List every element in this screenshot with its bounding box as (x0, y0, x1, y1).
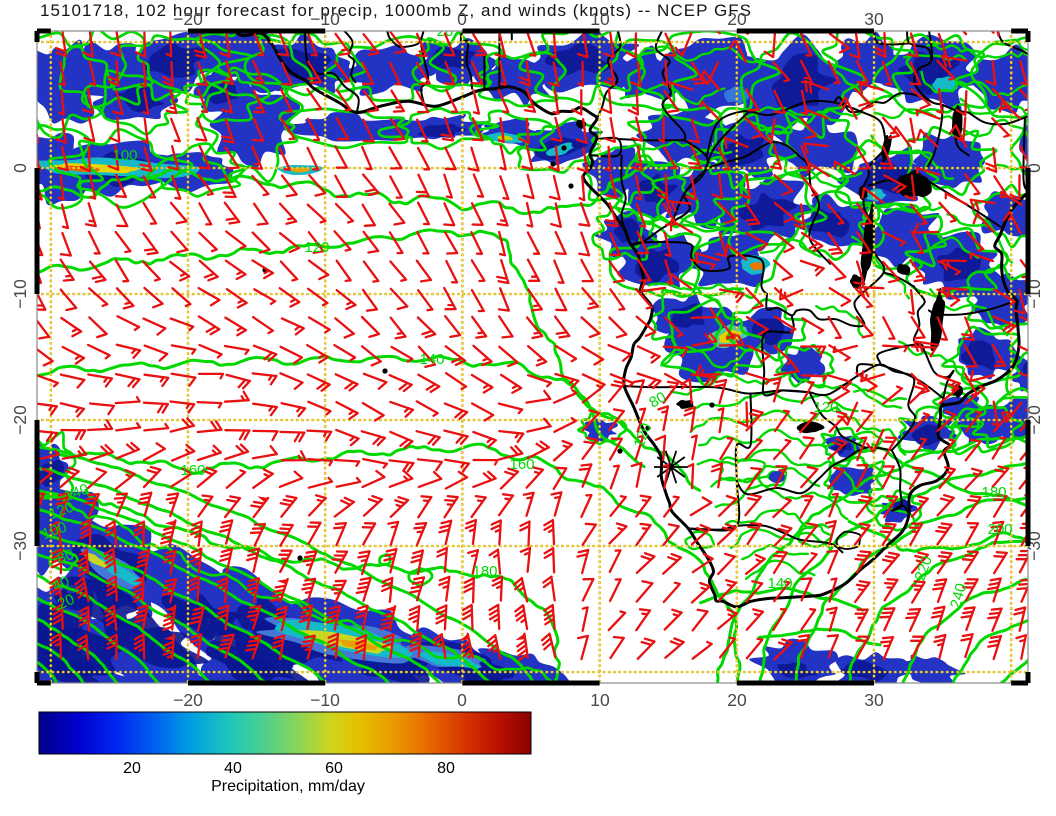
svg-text:180: 180 (981, 484, 1006, 501)
svg-text:10: 10 (590, 690, 610, 710)
svg-text:80: 80 (55, 546, 76, 568)
svg-text:80: 80 (646, 389, 669, 412)
svg-text:140: 140 (419, 351, 444, 368)
svg-text:80: 80 (437, 760, 455, 777)
svg-text:140: 140 (767, 575, 792, 592)
svg-text:−10: −10 (310, 690, 340, 710)
svg-text:−20: −20 (173, 9, 203, 29)
svg-text:−10: −10 (10, 279, 30, 309)
svg-text:20: 20 (55, 591, 77, 613)
svg-text:10: 10 (590, 9, 610, 29)
svg-text:30: 30 (864, 690, 884, 710)
svg-text:100: 100 (112, 147, 137, 164)
svg-text:20: 20 (437, 23, 454, 40)
svg-text:240: 240 (947, 582, 970, 611)
svg-text:30: 30 (864, 9, 884, 29)
svg-text:160: 160 (180, 462, 205, 479)
svg-text:−10: −10 (310, 9, 340, 29)
svg-text:20: 20 (727, 9, 747, 29)
svg-text:160: 160 (509, 456, 534, 473)
svg-text:20: 20 (727, 690, 747, 710)
svg-text:20: 20 (123, 760, 141, 777)
svg-text:120: 120 (813, 399, 838, 416)
svg-text:0: 0 (1024, 163, 1044, 173)
svg-text:180: 180 (472, 563, 497, 580)
svg-text:0: 0 (10, 163, 30, 173)
svg-text:60: 60 (325, 760, 343, 777)
svg-text:120: 120 (304, 239, 329, 256)
svg-text:Precipitation, mm/day: Precipitation, mm/day (211, 778, 365, 795)
svg-text:0: 0 (457, 690, 467, 710)
svg-text:15101718, 102 hour forecast fo: 15101718, 102 hour forecast for precip, … (40, 1, 751, 20)
svg-text:−20: −20 (173, 690, 203, 710)
svg-text:40: 40 (224, 760, 242, 777)
svg-text:200: 200 (987, 521, 1012, 538)
svg-text:0: 0 (457, 9, 467, 29)
svg-text:40: 40 (50, 573, 72, 595)
svg-text:−30: −30 (10, 531, 30, 561)
svg-text:−20: −20 (10, 405, 30, 435)
